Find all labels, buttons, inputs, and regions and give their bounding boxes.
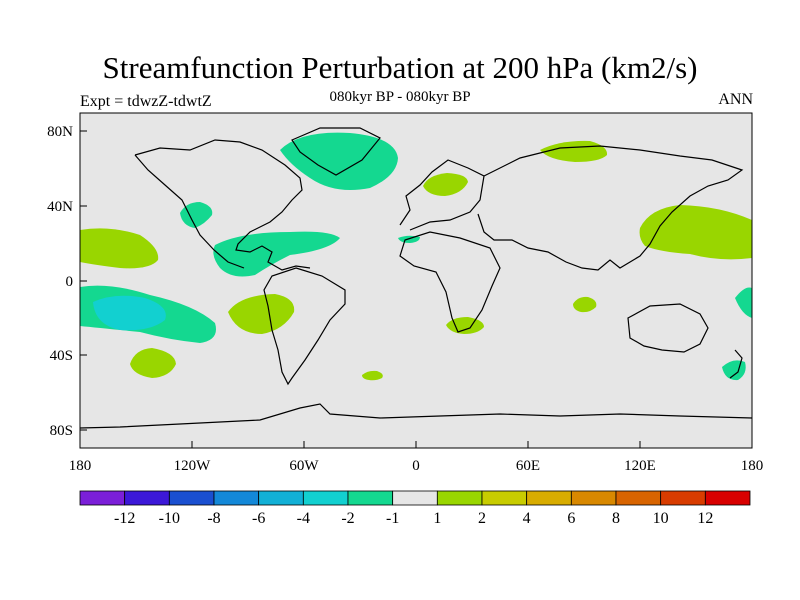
experiment-label: Expt = tdwzZ-tdwtZ bbox=[80, 93, 212, 110]
map-background bbox=[80, 113, 752, 448]
lon-label-180e: 180 bbox=[741, 458, 764, 474]
east-pacific-positive bbox=[80, 228, 159, 269]
north-america-west bbox=[134, 154, 245, 269]
asia-coast bbox=[477, 145, 744, 271]
colorbar-tick-label: 1 bbox=[433, 510, 441, 527]
colorbar-swatch bbox=[660, 490, 706, 506]
greenland-coast bbox=[291, 127, 381, 176]
colorbar-tick-label: -1 bbox=[386, 510, 399, 527]
coastlines bbox=[80, 127, 752, 429]
colorbar bbox=[79, 490, 751, 506]
south-atlantic-small-positive bbox=[362, 370, 383, 381]
colorbar-swatch bbox=[124, 490, 170, 506]
northwest-pacific-positive bbox=[639, 205, 752, 260]
colorbar-swatch bbox=[79, 490, 126, 506]
colorbar-swatch bbox=[168, 490, 215, 506]
lat-label-80n: 80N bbox=[47, 124, 73, 140]
colorbar-tick-label: 4 bbox=[523, 510, 531, 527]
australia-east-negative bbox=[735, 287, 752, 318]
colorbar-swatch bbox=[526, 490, 572, 506]
africa-coast bbox=[399, 231, 501, 333]
south-pacific-core bbox=[93, 295, 166, 331]
colorbar-tick-label: -4 bbox=[297, 510, 310, 527]
lat-label-40n: 40N bbox=[47, 199, 73, 215]
west-us-negative bbox=[180, 202, 213, 228]
new-zealand-coast bbox=[729, 349, 743, 379]
colorbar-tick-label: 12 bbox=[697, 510, 713, 527]
south-atlantic-positive bbox=[228, 294, 295, 334]
colorbar-swatch bbox=[347, 490, 394, 506]
latitude-labels: 80N 40N 0 40S 80S bbox=[47, 124, 73, 439]
europe-coast bbox=[399, 159, 485, 231]
colorbar-tick-label: -10 bbox=[159, 510, 180, 527]
colorbar-tick-label: 10 bbox=[653, 510, 669, 527]
north-atlantic-negative bbox=[280, 132, 398, 191]
colorbar-tick-label: -12 bbox=[114, 510, 135, 527]
antarctica-coast bbox=[80, 403, 752, 429]
plot-subtitle: 080kyr BP - 080kyr BP bbox=[329, 89, 471, 105]
indian-ocean-positive bbox=[573, 296, 597, 313]
lat-label-40s: 40S bbox=[50, 348, 73, 364]
lat-label-0: 0 bbox=[66, 274, 74, 290]
colorbar-tick-label: -2 bbox=[341, 510, 354, 527]
axis-ticks bbox=[79, 130, 753, 448]
southeast-pacific-positive bbox=[130, 348, 176, 378]
lon-label-0: 0 bbox=[412, 458, 420, 474]
north-america-coast bbox=[134, 139, 311, 271]
colorbar-tick-label: 6 bbox=[567, 510, 575, 527]
colorbar-labels: -12 -10 -8 -6 -4 -2 -1 1 2 4 6 8 10 12 bbox=[114, 510, 713, 527]
colorbar-tick-label: 8 bbox=[612, 510, 620, 527]
australia-coast bbox=[627, 303, 709, 353]
colorbar-tick-label: -8 bbox=[207, 510, 220, 527]
gulf-mexico-negative bbox=[213, 231, 340, 277]
lat-label-80s: 80S bbox=[50, 423, 73, 439]
europe-positive bbox=[423, 173, 468, 196]
season-label: ANN bbox=[718, 91, 753, 108]
colorbar-tick-label: 2 bbox=[478, 510, 486, 527]
colorbar-swatch bbox=[213, 490, 260, 506]
colorbar-swatch bbox=[258, 490, 304, 506]
colorbar-swatch bbox=[615, 490, 662, 506]
colorbar-swatch bbox=[302, 490, 349, 506]
colorbar-swatch bbox=[436, 490, 483, 506]
colorbar-swatch bbox=[392, 490, 438, 506]
lon-label-60w: 60W bbox=[289, 458, 319, 474]
south-america-coast bbox=[263, 267, 346, 386]
plot-title: Streamfunction Perturbation at 200 hPa (… bbox=[102, 50, 698, 85]
colorbar-tick-label: -6 bbox=[252, 510, 265, 527]
lon-label-60e: 60E bbox=[516, 458, 540, 474]
colorbar-swatch bbox=[704, 490, 751, 506]
lon-label-180w: 180 bbox=[69, 458, 92, 474]
longitude-labels: 180 120W 60W 0 60E 120E 180 bbox=[69, 458, 764, 474]
colorbar-swatch bbox=[481, 490, 528, 506]
lon-label-120w: 120W bbox=[174, 458, 212, 474]
lon-label-120e: 120E bbox=[624, 458, 656, 474]
colorbar-swatch bbox=[570, 490, 617, 506]
